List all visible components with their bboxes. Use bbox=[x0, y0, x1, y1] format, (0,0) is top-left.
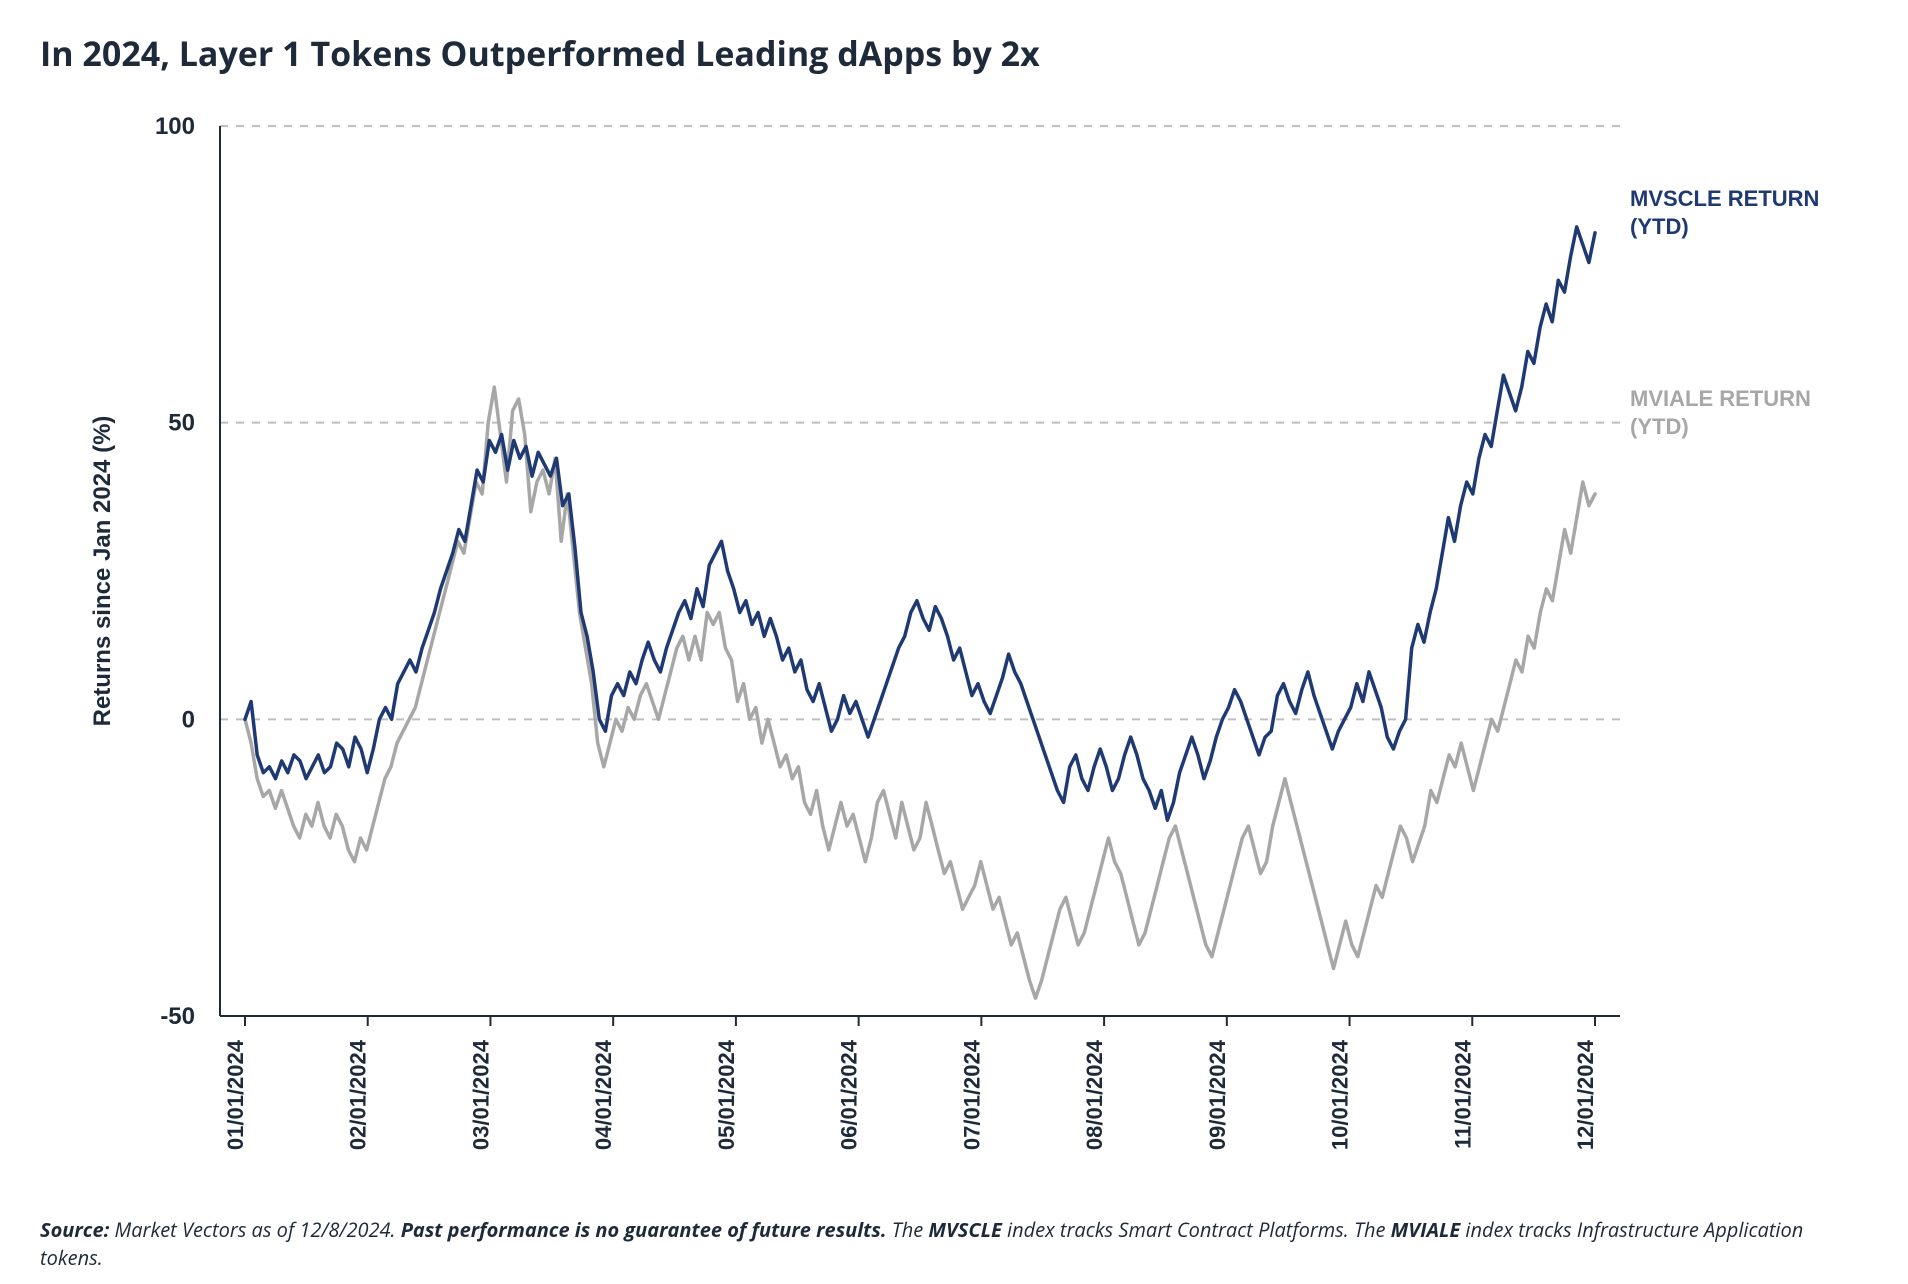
svg-text:(YTD): (YTD) bbox=[1630, 214, 1689, 239]
svg-text:11/01/2024: 11/01/2024 bbox=[1450, 1039, 1475, 1149]
line-chart: -50 0 50 100 01/01/2024 02/01/2024 03/01/2024 0… bbox=[40, 96, 1868, 1206]
svg-text:10/01/2024: 10/01/2024 bbox=[1328, 1039, 1353, 1150]
svg-text:50: 50 bbox=[168, 410, 195, 437]
svg-text:100: 100 bbox=[155, 113, 195, 140]
svg-text:08/01/2024: 08/01/2024 bbox=[1082, 1039, 1107, 1150]
svg-text:12/01/2024: 12/01/2024 bbox=[1573, 1039, 1598, 1150]
footnote-idx1: MVSCLE bbox=[928, 1216, 1001, 1243]
svg-text:07/01/2024: 07/01/2024 bbox=[959, 1039, 984, 1150]
svg-text:09/01/2024: 09/01/2024 bbox=[1205, 1039, 1230, 1150]
svg-text:Returns since Jan 2024 (%): Returns since Jan 2024 (%) bbox=[89, 416, 116, 727]
chart-title: In 2024, Layer 1 Tokens Outperformed Lea… bbox=[40, 30, 1868, 76]
footnote-mid: The bbox=[887, 1216, 929, 1243]
svg-text:02/01/2024: 02/01/2024 bbox=[346, 1039, 371, 1150]
chart-container: -50 0 50 100 01/01/2024 02/01/2024 03/01/2024 0… bbox=[40, 96, 1868, 1206]
footnote-disclaimer: Past performance is no guarantee of futu… bbox=[401, 1216, 887, 1243]
svg-text:MVSCLE RETURN: MVSCLE RETURN bbox=[1630, 186, 1819, 211]
svg-text:-50: -50 bbox=[160, 1003, 195, 1030]
footnote-source-label: Source: bbox=[40, 1216, 109, 1243]
svg-text:03/01/2024: 03/01/2024 bbox=[468, 1039, 493, 1150]
svg-text:01/01/2024: 01/01/2024 bbox=[223, 1039, 248, 1150]
svg-text:0: 0 bbox=[182, 706, 195, 733]
footnote-source-text: Market Vectors as of 12/8/2024. bbox=[109, 1216, 400, 1243]
svg-text:05/01/2024: 05/01/2024 bbox=[714, 1039, 739, 1150]
chart-footnote: Source: Market Vectors as of 12/8/2024. … bbox=[40, 1216, 1868, 1272]
svg-text:06/01/2024: 06/01/2024 bbox=[837, 1039, 862, 1150]
svg-text:(YTD): (YTD) bbox=[1630, 414, 1689, 439]
footnote-idx1-text: index tracks Smart Contract Platforms. T… bbox=[1002, 1216, 1391, 1243]
svg-text:04/01/2024: 04/01/2024 bbox=[591, 1039, 616, 1150]
footnote-idx2: MVIALE bbox=[1391, 1216, 1461, 1243]
svg-text:MVIALE RETURN: MVIALE RETURN bbox=[1630, 386, 1811, 411]
